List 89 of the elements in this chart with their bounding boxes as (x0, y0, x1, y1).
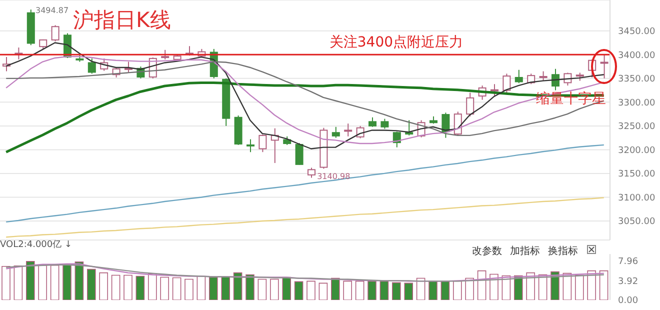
bar (111, 274, 120, 300)
bar (50, 264, 60, 300)
bar (282, 276, 291, 300)
candlestick (600, 54, 608, 79)
y-tick-label: 3200.00 (618, 146, 656, 156)
bar (355, 280, 364, 300)
candlestick (161, 49, 170, 60)
annotation: 换指标 (548, 244, 578, 258)
bar (172, 277, 182, 300)
annotation: 3494.87 (36, 6, 69, 15)
y-tick-label: 0.00 (618, 296, 638, 306)
candlestick (502, 73, 511, 94)
bar (416, 278, 426, 300)
candlestick (552, 68, 560, 91)
bar (599, 270, 608, 300)
candlestick (308, 167, 316, 178)
bar (99, 272, 108, 300)
candlestick (258, 134, 267, 153)
annotation: 改参数 (472, 244, 502, 258)
annotation: 3140.98 (317, 172, 350, 181)
bar (343, 280, 352, 300)
bar (294, 281, 304, 300)
bar (368, 280, 376, 300)
bar (209, 276, 218, 300)
candlestick (124, 61, 132, 74)
y-tick-label: 3450.00 (618, 27, 656, 38)
y-tick-label: 3250.00 (618, 122, 656, 132)
candlestick (88, 58, 96, 74)
bar (74, 262, 84, 300)
bar (26, 261, 35, 300)
candlestick (514, 69, 523, 84)
bar (550, 271, 560, 300)
bar (575, 274, 584, 300)
line-series (6, 61, 604, 136)
line-series (6, 197, 604, 238)
candlestick (368, 116, 376, 128)
candlestick (490, 84, 498, 97)
candlestick (466, 92, 474, 117)
bar (38, 264, 47, 300)
bar (14, 265, 23, 300)
candlestick (51, 24, 60, 42)
bar (233, 272, 242, 300)
y-tick-label: 3350.00 (618, 74, 656, 85)
bar (184, 278, 194, 300)
bar (246, 274, 254, 300)
candlestick (332, 126, 340, 138)
bar (331, 278, 340, 300)
candlestick (380, 118, 389, 130)
bar (380, 280, 389, 300)
candlestick (344, 123, 352, 137)
y-tick-label: 3050.00 (618, 217, 656, 228)
bar (306, 280, 316, 300)
annotation: VOL2:4.000亿 ↓ (0, 239, 72, 251)
y-tick-label: 3300.00 (618, 98, 656, 108)
bar (428, 280, 438, 300)
bar (392, 282, 401, 300)
candlestick (442, 112, 450, 138)
bar (160, 276, 169, 300)
bar (270, 278, 279, 300)
bar (62, 264, 72, 300)
candlestick (405, 120, 414, 136)
y-tick-label: 3400.00 (618, 50, 656, 61)
bar (587, 270, 596, 300)
line-series (6, 144, 604, 223)
ref-line-label: 关注3400点附近压力 (329, 34, 464, 51)
y-tick-label: 3100.00 (618, 193, 656, 204)
bar (148, 273, 157, 300)
candlestick (454, 111, 462, 136)
y-tick-label: 3150.00 (618, 170, 656, 180)
bar (526, 272, 535, 300)
chart-title: 沪指日K线 (73, 7, 171, 34)
bar (136, 276, 145, 300)
bar (124, 274, 132, 300)
bar (404, 282, 413, 300)
bar (465, 278, 474, 300)
bar (87, 268, 96, 300)
bar (440, 280, 450, 300)
annotation: 加指标 (510, 244, 540, 258)
bar (258, 278, 267, 300)
candlestick (295, 142, 304, 166)
y-tick-label: 7.96 (618, 256, 638, 267)
y-tick-label: 3.92 (618, 276, 638, 287)
bar (221, 276, 230, 300)
bar (318, 282, 328, 300)
candlestick (246, 138, 254, 153)
bar (453, 280, 462, 300)
line-series (4, 81, 606, 154)
candlestick (539, 70, 548, 82)
bar (196, 276, 206, 300)
